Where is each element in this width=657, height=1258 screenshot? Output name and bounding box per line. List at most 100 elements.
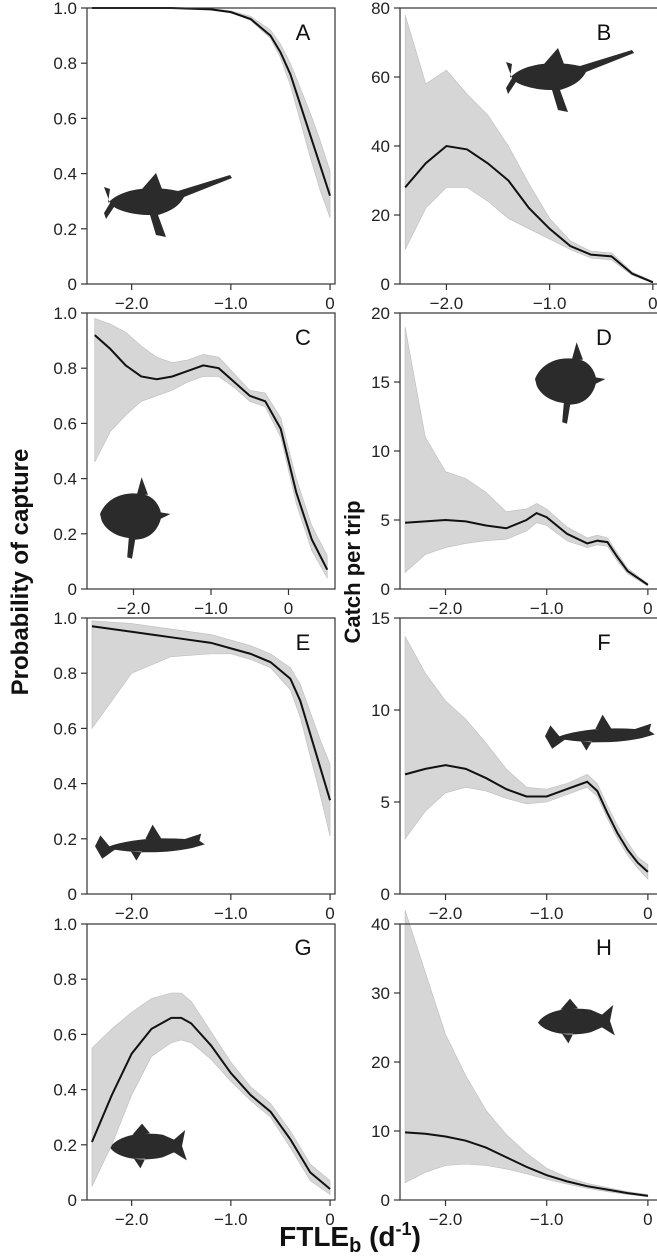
x-tick-label: −2.0 (430, 294, 464, 313)
confidence-band (404, 636, 649, 881)
confidence-band (91, 992, 331, 1196)
fitted-curve (404, 1131, 649, 1197)
panel-F: 0 5 10 15 −2.0 −1.0 0 F (371, 609, 657, 923)
x-tick-label: −2.0 (115, 1210, 149, 1229)
x-tick-label: −1.0 (214, 1210, 248, 1229)
x-tick-label: −1.0 (194, 599, 228, 618)
x-tick-label: −1.0 (533, 294, 567, 313)
panel-letter: D (596, 325, 612, 350)
x-tick-label: −2.0 (429, 1210, 463, 1229)
panel-letter: H (596, 935, 612, 960)
y-tick-label: 0 (68, 1191, 77, 1210)
x-axis-title-unit-sup: -1 (396, 1219, 412, 1239)
x-tick-label: 0 (648, 294, 657, 313)
y-tick-label: 40 (371, 915, 390, 934)
sunfish-icon (100, 477, 171, 559)
x-tick-label: 0 (643, 1210, 652, 1229)
panels: 0 0.2 0.4 0.6 0.8 1.0 −2.0 −1.0 0 A 0 20 40 60 80 −2.0 −… (53, 0, 657, 1229)
fitted-curve (91, 7, 331, 196)
confidence-band (404, 910, 649, 1197)
x-tick-label: −1.0 (530, 904, 564, 923)
y-tick-label: 60 (371, 68, 390, 87)
x-tick-label: −2.0 (115, 294, 149, 313)
y-tick-label: 5 (381, 793, 390, 812)
confidence-band (94, 318, 328, 580)
y-tick-label: 0 (381, 1191, 390, 1210)
x-tick-label: −1.0 (530, 1210, 564, 1229)
x-axis-title-sub: b (349, 1235, 361, 1257)
x-tick-label: −1.0 (530, 599, 564, 618)
y-tick-label: 0 (381, 580, 390, 599)
plot-frame (399, 617, 657, 895)
y-tick-label: 5 (381, 511, 390, 530)
y-tick-label: 0.8 (53, 970, 77, 989)
y-tick-label: 0.8 (53, 359, 77, 378)
x-axis-title-unit-open: (d (361, 1221, 395, 1252)
x-tick-label: 0 (325, 904, 334, 923)
y-tick-label: 0 (68, 885, 77, 904)
x-tick-label: 0 (325, 1210, 334, 1229)
confidence-band (91, 620, 331, 837)
y-tick-label: 0 (381, 275, 390, 294)
x-tick-label: −2.0 (429, 599, 463, 618)
panel-G: 0 0.2 0.4 0.6 0.8 1.0 −2.0 −1.0 0 G (53, 915, 336, 1229)
y-tick-label: 80 (371, 0, 390, 18)
x-tick-label: −2.0 (429, 904, 463, 923)
tuna-icon (110, 1123, 187, 1169)
tuna-icon (538, 998, 615, 1044)
x-tick-label: −1.0 (214, 904, 248, 923)
plot-frame (86, 617, 336, 895)
fitted-curve (94, 334, 329, 571)
y-tick-label: 0.2 (53, 525, 77, 544)
shark-icon (95, 824, 205, 861)
fitted-curve (404, 144, 654, 284)
panel-letter: F (597, 630, 610, 655)
y-tick-label: 10 (371, 701, 390, 720)
y-tick-label: 0.8 (53, 664, 77, 683)
panel-letter: G (294, 935, 311, 960)
y-tick-label: 0.6 (53, 1025, 77, 1044)
x-axis-title-main: FTLE (279, 1221, 349, 1252)
panel-E: 0 0.2 0.4 0.6 0.8 1.0 −2.0 −1.0 0 E (53, 609, 336, 923)
x-tick-label: 0 (643, 904, 652, 923)
sunfish-icon (535, 342, 606, 424)
panel-letter: C (295, 325, 311, 350)
plot-frame (86, 7, 336, 285)
y-tick-label: 20 (371, 304, 390, 323)
y-tick-label: 20 (371, 206, 390, 225)
y-tick-label: 0.4 (53, 1081, 77, 1100)
panel-A: 0 0.2 0.4 0.6 0.8 1.0 −2.0 −1.0 0 A (53, 0, 336, 313)
y-axis-title-right: Catch per trip (340, 500, 365, 643)
panel-letter: B (597, 20, 612, 45)
y-tick-label: 0.6 (53, 719, 77, 738)
swordfish-icon (104, 173, 232, 237)
y-tick-label: 0 (68, 580, 77, 599)
y-tick-label: 1.0 (53, 609, 77, 628)
x-axis-title: FTLEb (d-1) (279, 1219, 421, 1257)
x-axis-title-unit-close: ) (412, 1221, 421, 1252)
fitted-curve (91, 1016, 331, 1190)
panel-B: 0 20 40 60 80 −2.0 −1.0 0 B (371, 0, 657, 313)
y-tick-label: 10 (371, 442, 390, 461)
y-tick-label: 0 (68, 275, 77, 294)
y-tick-label: 15 (371, 373, 390, 392)
y-tick-label: 0.2 (53, 1136, 77, 1155)
confidence-band (404, 14, 654, 284)
fitted-curve (404, 764, 649, 873)
y-tick-label: 40 (371, 137, 390, 156)
y-tick-label: 0.2 (53, 220, 77, 239)
y-tick-label: 0.4 (53, 165, 77, 184)
y-tick-label: 0.4 (53, 775, 77, 794)
fitted-curve (404, 511, 649, 586)
swordfish-icon (506, 48, 634, 112)
y-tick-label: 10 (371, 1122, 390, 1141)
panel-H: 0 10 20 30 40 −2.0 −1.0 0 H (371, 910, 657, 1229)
y-tick-label: 15 (371, 609, 390, 628)
y-tick-label: 1.0 (53, 915, 77, 934)
y-tick-label: 0.2 (53, 830, 77, 849)
y-tick-label: 0.8 (53, 54, 77, 73)
x-tick-label: −2.0 (115, 904, 149, 923)
panel-letter: E (296, 630, 311, 655)
panel-C: 0 0.2 0.4 0.6 0.8 1.0 −2.0 −1.0 0 C (53, 304, 336, 618)
